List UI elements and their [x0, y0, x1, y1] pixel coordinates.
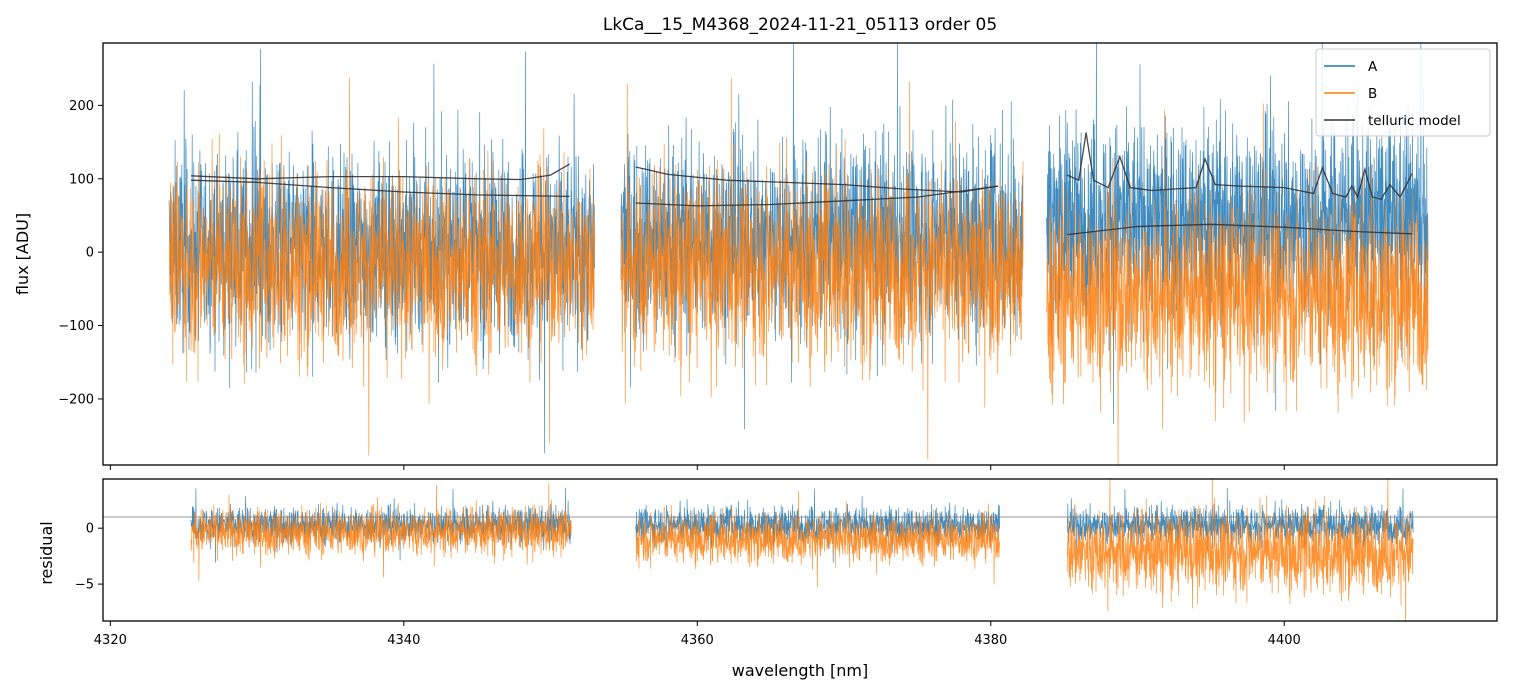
series-b-segment-1	[168, 78, 595, 456]
main-y-tick-label: 200	[69, 99, 94, 114]
legend: A B telluric model	[1315, 48, 1491, 137]
residual-axes-frame	[102, 478, 1498, 622]
telluric-model-curve-2	[190, 179, 570, 198]
residual-y-axis-label: residual	[37, 521, 56, 584]
legend-label-a: A	[1368, 59, 1378, 75]
main-y-tick-label: −100	[58, 319, 94, 334]
main-panel: −200 −100 0 100 200 flux [ADU]	[13, 42, 1498, 470]
main-y-axis-label: flux [ADU]	[13, 213, 32, 295]
legend-frame	[1315, 48, 1491, 137]
legend-label-telluric: telluric model	[1368, 113, 1461, 129]
residual-b-segment-2	[635, 490, 1000, 588]
residual-b-segment-3	[1066, 479, 1414, 621]
main-axes-frame	[102, 42, 1498, 466]
telluric-model-curve-6	[1067, 223, 1412, 236]
x-tick-label: 4320	[94, 633, 127, 648]
series-b-segment-3	[1046, 103, 1429, 465]
x-tick-label: 4400	[1268, 633, 1301, 648]
telluric-model-curve-5	[1066, 132, 1413, 201]
residual-panel: −5 0 4320 4340 4360 4380 4400 residual wavelen…	[37, 478, 1498, 680]
main-y-tick-label: 0	[86, 246, 94, 261]
main-y-tick-label: −200	[58, 392, 94, 407]
residual-b-segment-1	[190, 483, 572, 581]
x-tick-label: 4340	[387, 633, 420, 648]
x-axis-label: wavelength [nm]	[732, 661, 869, 680]
main-y-tick-label: 100	[69, 172, 94, 187]
chart-title: LkCa__15_M4368_2024-11-21_05113 order 05	[603, 15, 997, 35]
residual-a-segment-3	[1066, 487, 1414, 561]
telluric-model-curve-4	[635, 185, 999, 207]
legend-label-b: B	[1368, 86, 1377, 102]
telluric-model-curve-3	[635, 166, 999, 193]
series-b-segment-2	[620, 77, 1024, 460]
telluric-model-curve-1	[190, 163, 570, 181]
x-tick-label: 4380	[974, 633, 1007, 648]
residual-y-tick-label: −5	[75, 578, 94, 593]
x-tick-label: 4360	[681, 633, 714, 648]
residual-y-tick-label: 0	[86, 522, 94, 537]
